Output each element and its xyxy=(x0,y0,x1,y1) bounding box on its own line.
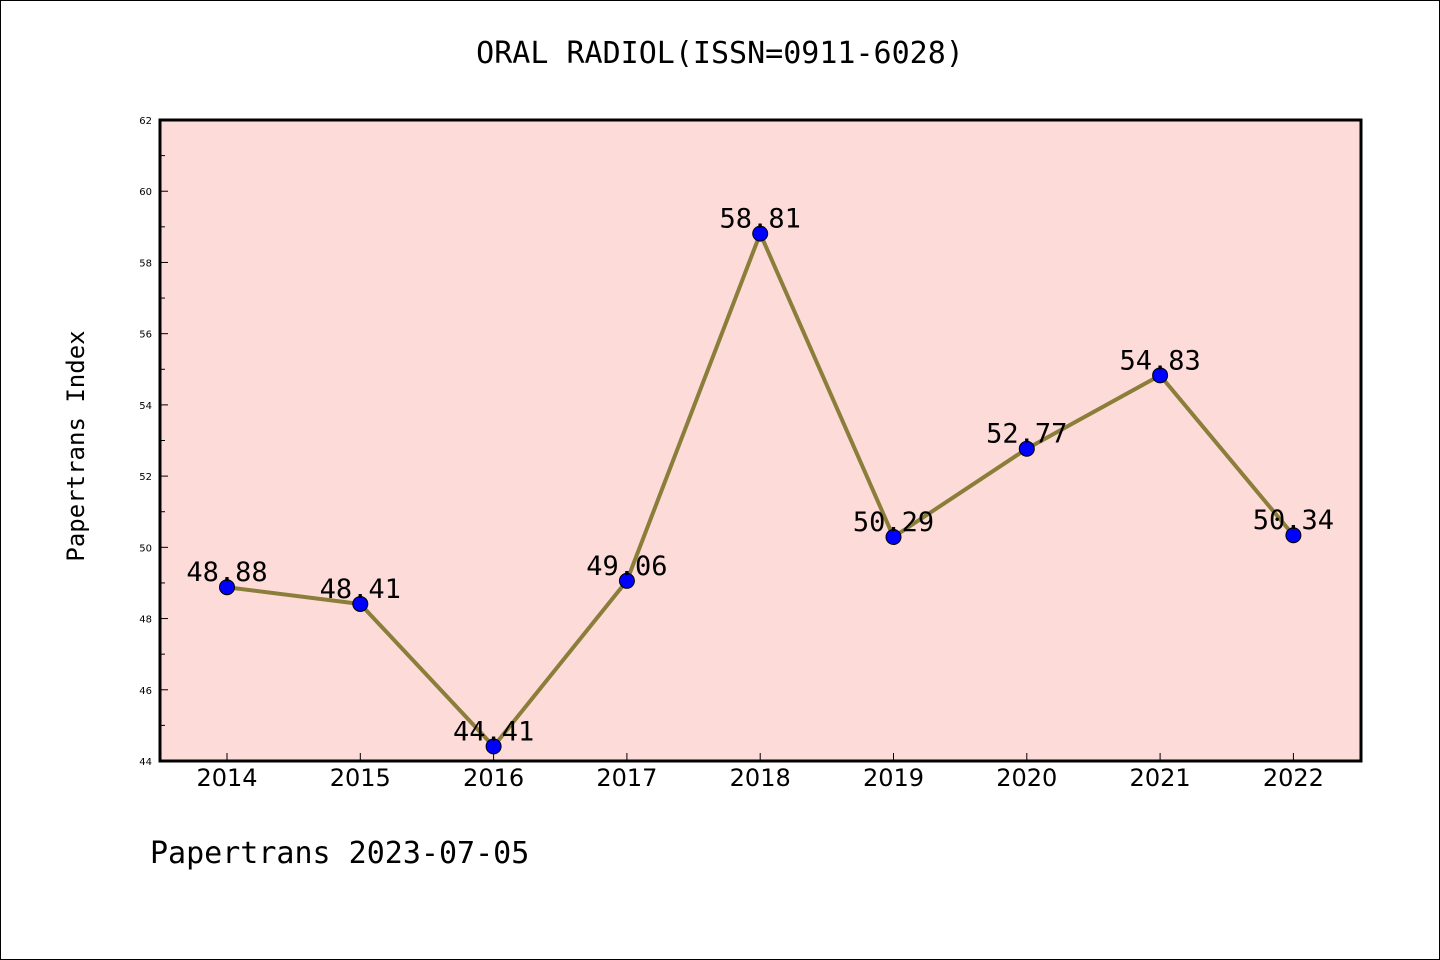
data-label: 48.41 xyxy=(320,574,401,605)
data-label: 50.34 xyxy=(1253,505,1334,536)
y-tick-label: 48 xyxy=(139,615,152,626)
data-point xyxy=(1152,367,1169,384)
plot-border xyxy=(158,118,1363,763)
x-tick-label: 2019 xyxy=(863,764,924,792)
x-tick-label: 2022 xyxy=(1263,764,1324,792)
data-point xyxy=(752,225,769,242)
data-label: 44.41 xyxy=(453,716,534,747)
data-point xyxy=(219,579,235,596)
data-point xyxy=(885,529,902,546)
y-tick-label: 54 xyxy=(139,401,152,412)
y-tick-label: 46 xyxy=(139,686,152,697)
data-point xyxy=(1285,527,1302,544)
data-point xyxy=(485,738,502,755)
data-label: 54.83 xyxy=(1119,345,1200,376)
x-tick-label: 2014 xyxy=(196,764,257,792)
data-label: 50.29 xyxy=(853,507,934,538)
x-tick-label: 2015 xyxy=(330,764,391,792)
y-tick-label: 60 xyxy=(139,187,152,198)
y-tick-label: 56 xyxy=(139,330,152,341)
x-tick-label: 2017 xyxy=(596,764,657,792)
data-point xyxy=(618,572,635,589)
y-tick-label: 62 xyxy=(139,116,152,127)
chart-title: ORAL RADIOL(ISSN=0911-6028) xyxy=(476,36,964,71)
data-label: 48.88 xyxy=(186,557,267,588)
data-label: 49.06 xyxy=(586,551,667,582)
data-point xyxy=(1018,440,1035,457)
y-tick-label: 52 xyxy=(139,472,152,483)
data-label: 52.77 xyxy=(986,419,1067,450)
y-tick-label: 58 xyxy=(139,258,152,269)
x-tick-label: 2016 xyxy=(463,764,524,792)
x-tick-label: 2021 xyxy=(1130,764,1191,792)
x-tick-label: 2020 xyxy=(996,764,1057,792)
data-point xyxy=(352,595,369,612)
footer-date-note: Papertrans 2023-07-05 xyxy=(150,836,530,871)
y-tick-label: 50 xyxy=(139,543,152,554)
x-tick-label: 2018 xyxy=(730,764,791,792)
data-label: 58.81 xyxy=(720,204,801,235)
y-tick-label: 44 xyxy=(139,757,152,768)
